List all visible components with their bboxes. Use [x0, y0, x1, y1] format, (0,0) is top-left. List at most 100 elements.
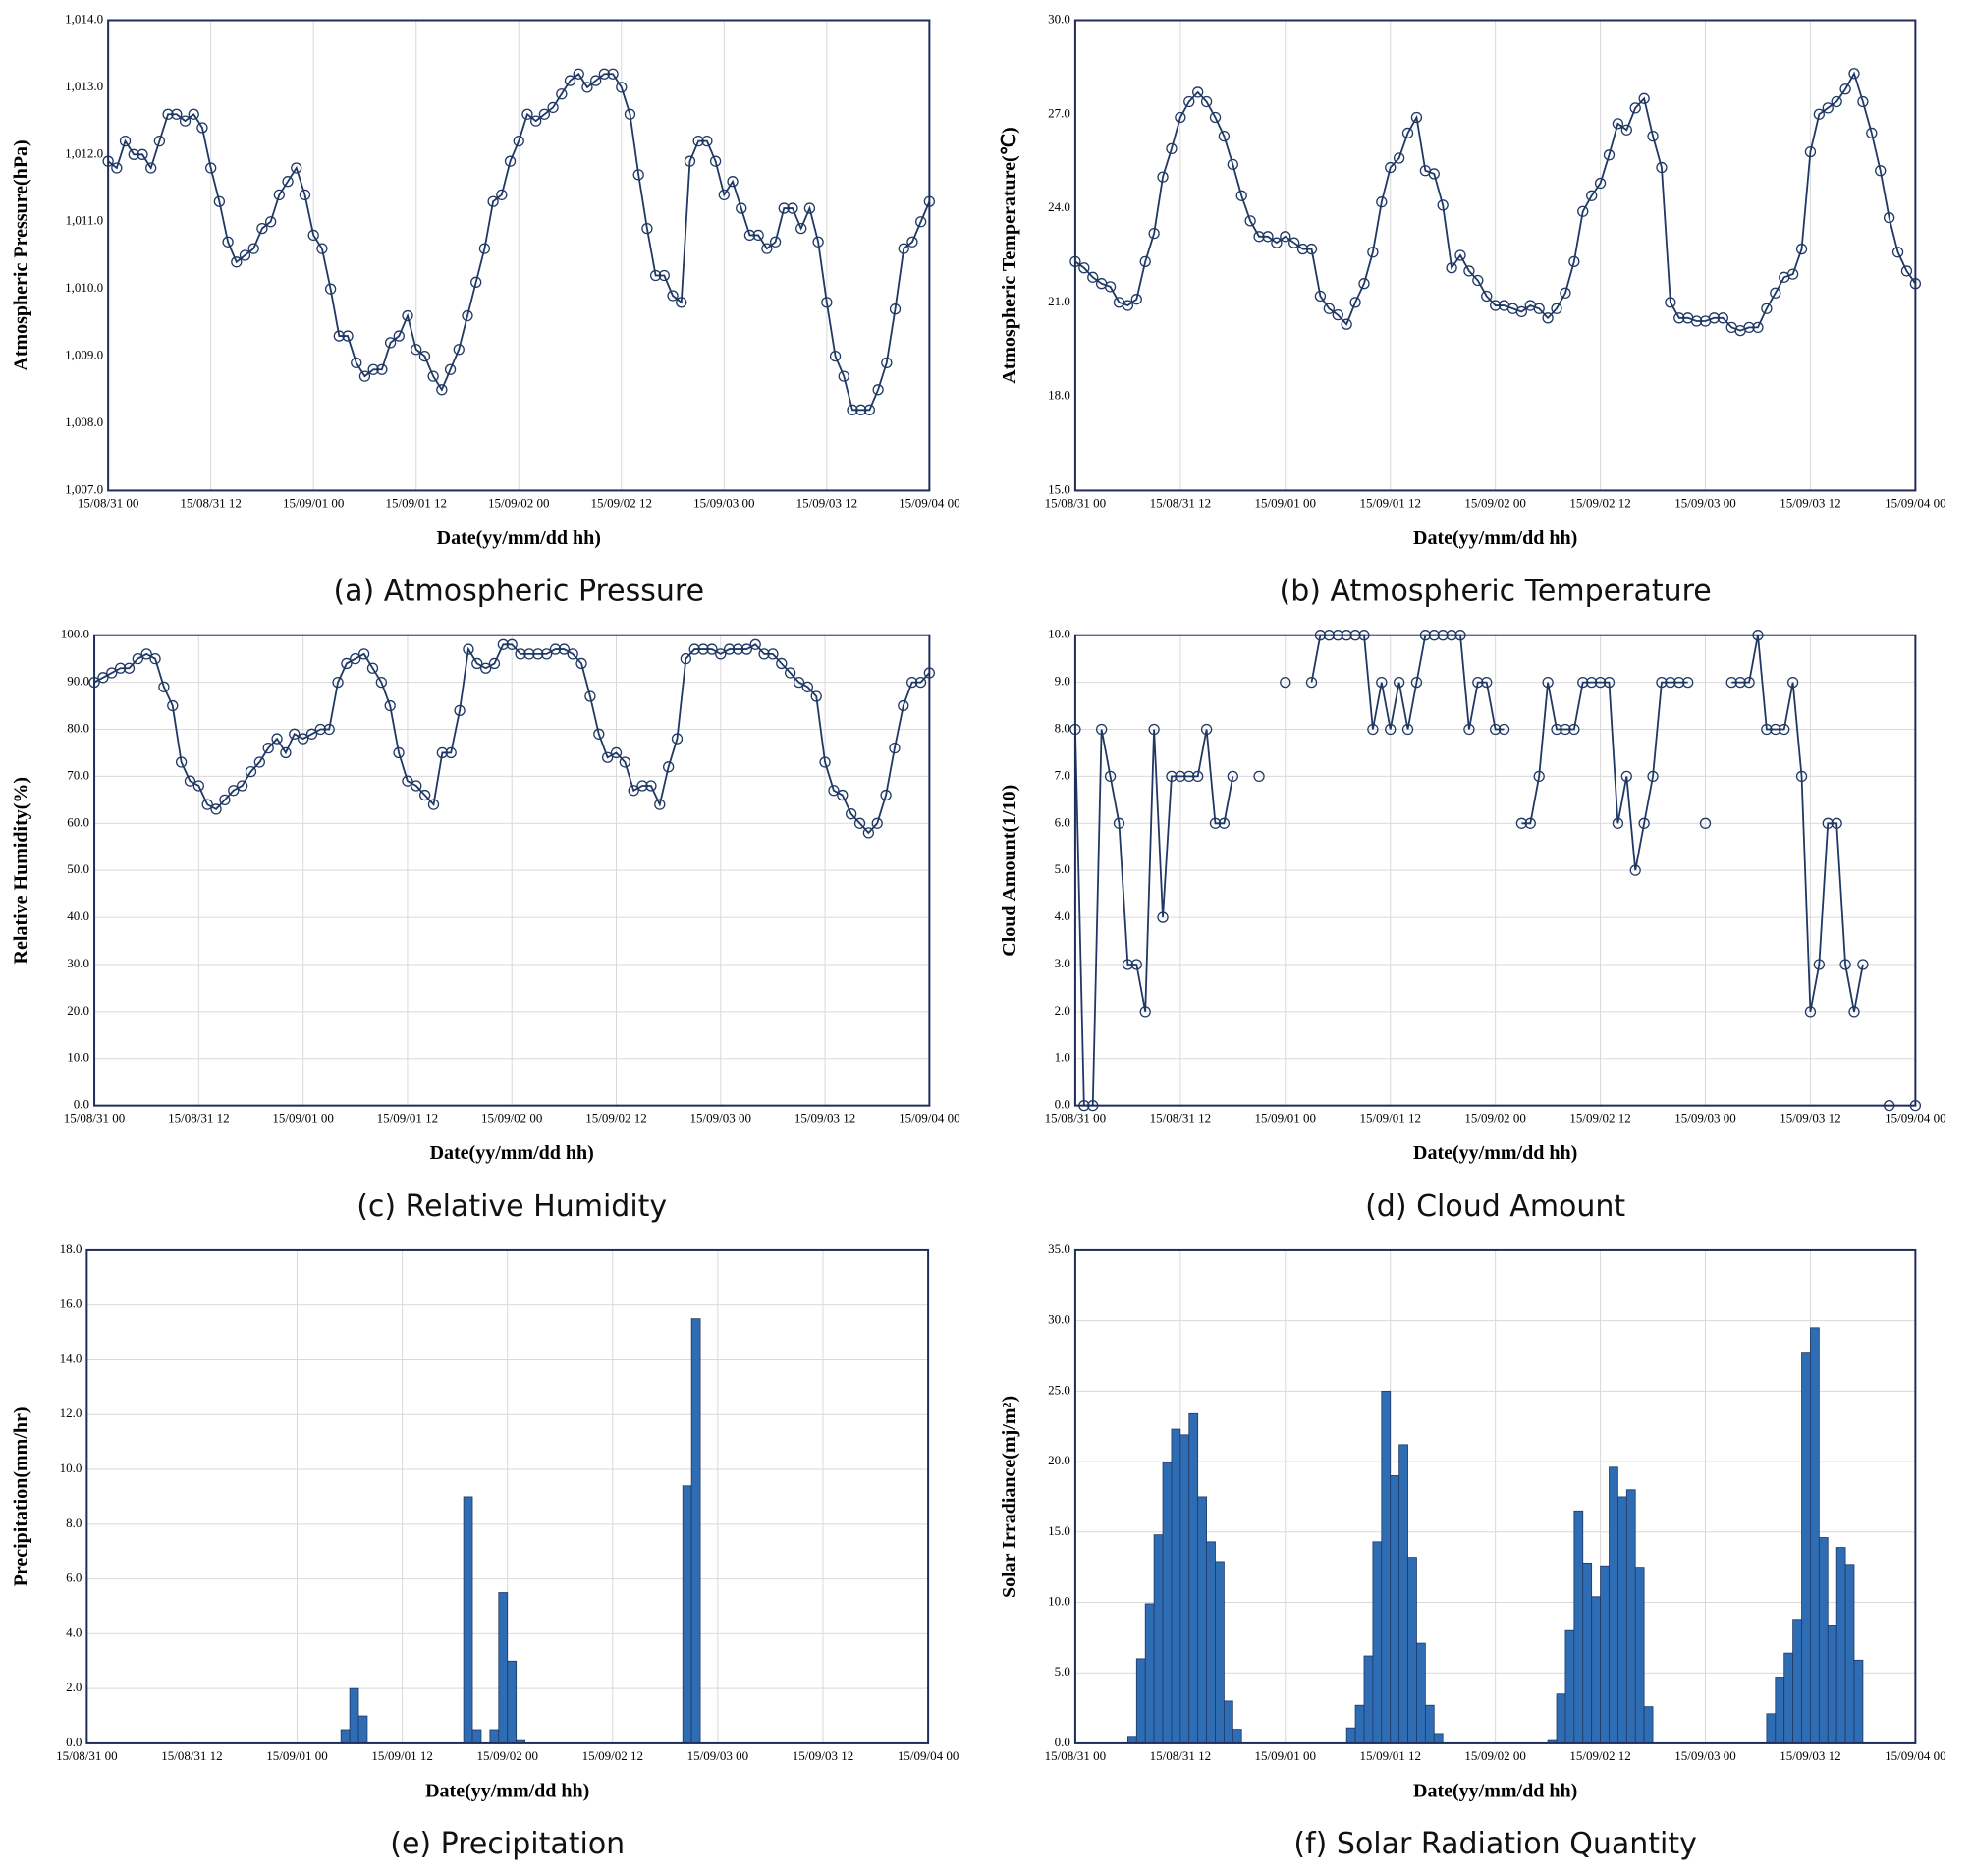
data-point	[140, 648, 152, 660]
data-point	[366, 662, 379, 674]
data-point	[253, 756, 265, 768]
bar	[1556, 1693, 1566, 1744]
data-point	[1410, 676, 1423, 689]
y-tick-label: 15.0	[1048, 1523, 1070, 1538]
data-point	[645, 780, 657, 792]
data-point	[649, 269, 662, 282]
bar	[1135, 1658, 1146, 1744]
data-point	[231, 256, 243, 268]
data-point	[810, 690, 822, 702]
data-point	[1280, 676, 1291, 689]
data-point	[1481, 676, 1493, 689]
data-point	[471, 657, 483, 670]
data-point	[688, 643, 700, 655]
data-point	[1096, 723, 1108, 736]
y-tick-label: 1,008.0	[65, 414, 103, 429]
data-point	[723, 643, 736, 655]
data-point	[1612, 118, 1624, 130]
bar	[1345, 1727, 1356, 1744]
y-tick-label: 40.0	[67, 909, 89, 923]
bar	[1126, 1736, 1137, 1744]
x-tick-label: 15/09/02 12	[1569, 495, 1630, 510]
data-point	[1612, 817, 1624, 829]
caption: (b) Atmospheric Temperature	[1280, 575, 1712, 609]
data-point	[247, 243, 259, 254]
data-point	[706, 643, 718, 655]
data-point	[863, 404, 876, 415]
x-tick-label: 15/09/01 12	[1359, 1111, 1420, 1126]
data-line	[1731, 635, 1864, 1013]
bar	[1407, 1557, 1417, 1744]
x-tick-label: 15/08/31 00	[56, 1748, 117, 1763]
y-tick-label: 1,012.0	[65, 145, 103, 160]
data-point	[1288, 237, 1300, 248]
data-point	[872, 384, 884, 396]
data-point	[1786, 268, 1799, 280]
data-point	[1262, 231, 1274, 243]
y-tick-label: 0.0	[74, 1097, 89, 1112]
data-point	[715, 648, 727, 660]
data-point	[402, 775, 413, 787]
data-point	[697, 643, 709, 655]
y-tick-label: 3.0	[1055, 956, 1070, 970]
bar	[1853, 1659, 1864, 1744]
data-point	[470, 276, 482, 288]
data-point	[523, 648, 535, 660]
x-tick-label: 15/09/02 00	[481, 1111, 542, 1126]
data-point	[1795, 243, 1808, 255]
x-tick-label: 15/09/03 12	[1780, 1748, 1840, 1763]
data-point	[740, 643, 753, 655]
y-tick-label: 2.0	[1055, 1003, 1070, 1018]
data-point	[769, 236, 782, 248]
data-point	[436, 384, 448, 396]
bar	[1188, 1412, 1199, 1744]
data-point	[532, 648, 544, 660]
panel: 15/08/31 00 15/08/31 12 15/09/01 00 15/09/0…	[11, 1241, 959, 1861]
data-point	[1779, 723, 1790, 736]
data-point	[1218, 130, 1231, 142]
bar	[1810, 1327, 1820, 1744]
bar	[1634, 1567, 1645, 1744]
data-point	[462, 309, 473, 322]
y-tick-label: 35.0	[1048, 1241, 1070, 1256]
caption: (f) Solar Radiation Quantity	[1293, 1827, 1696, 1861]
data-point	[307, 229, 319, 242]
y-tick-label: 30.0	[67, 956, 89, 970]
data-point	[179, 115, 192, 127]
panel: 15/08/31 00 15/08/31 12 15/09/01 00 15/09/0…	[999, 627, 1945, 1224]
data-point	[632, 169, 644, 181]
x-axis-label: Date(yy/mm/dd hh)	[437, 527, 601, 549]
data-point	[1883, 211, 1895, 224]
data-point	[222, 236, 234, 248]
data-point	[264, 216, 277, 228]
data-point	[445, 746, 457, 759]
bar	[1564, 1629, 1575, 1744]
data-point	[1166, 770, 1178, 783]
bar	[1801, 1352, 1811, 1744]
data-point	[732, 643, 744, 655]
data-point	[906, 236, 918, 248]
data-point	[889, 743, 901, 754]
data-point	[341, 657, 353, 670]
data-point	[709, 155, 722, 167]
data-point	[1761, 303, 1773, 314]
x-tick-label: 15/08/31 12	[161, 1748, 222, 1763]
data-point	[1113, 817, 1125, 829]
data-point	[1673, 312, 1685, 324]
y-tick-label: 18.0	[60, 1241, 82, 1256]
data-point	[787, 202, 798, 214]
x-tick-label: 15/08/31 00	[1045, 1748, 1106, 1763]
data-line	[107, 72, 931, 412]
bar	[1179, 1434, 1190, 1744]
data-point	[1218, 817, 1231, 829]
plot-frame	[1073, 19, 1917, 492]
caption: (d) Cloud Amount	[1365, 1189, 1625, 1224]
data-point	[1227, 770, 1238, 783]
data-point	[384, 337, 397, 349]
bar	[1643, 1706, 1654, 1744]
y-tick-label: 10.0	[60, 1461, 82, 1475]
data-point	[718, 189, 730, 201]
y-tick-label: 1,010.0	[65, 280, 103, 295]
plot-frame	[93, 634, 931, 1107]
